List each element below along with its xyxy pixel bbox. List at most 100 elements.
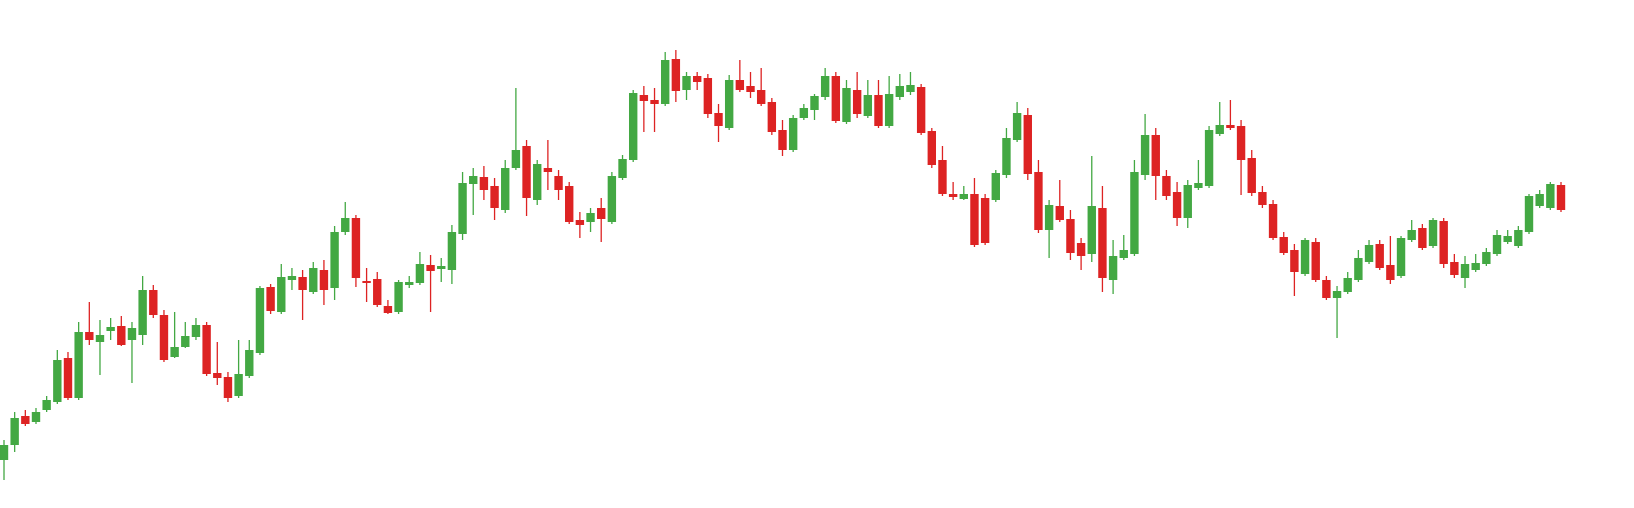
candle-body bbox=[842, 88, 851, 122]
candle-body bbox=[117, 326, 126, 345]
candle-body bbox=[735, 80, 745, 90]
candle-body bbox=[874, 95, 883, 126]
candle-body bbox=[533, 164, 542, 200]
candle-body bbox=[1172, 192, 1182, 218]
candle-body bbox=[948, 194, 958, 197]
candle-body bbox=[1439, 221, 1448, 264]
candle-body bbox=[1162, 176, 1171, 196]
candle-body bbox=[916, 87, 926, 133]
candle-body bbox=[447, 232, 457, 270]
candle-body bbox=[319, 270, 329, 290]
candle-body bbox=[1535, 194, 1544, 206]
candle-body bbox=[1055, 206, 1064, 220]
candle-body bbox=[1130, 172, 1139, 254]
candle-body bbox=[1012, 113, 1022, 140]
candle-body bbox=[309, 268, 318, 292]
candle-body bbox=[991, 173, 1000, 200]
candle-body bbox=[31, 412, 41, 422]
candle-body bbox=[938, 160, 947, 194]
candle-body bbox=[95, 335, 105, 342]
candle-body bbox=[660, 60, 670, 104]
candle-body bbox=[21, 416, 30, 424]
candle-body bbox=[1140, 135, 1150, 175]
candle-body bbox=[1514, 230, 1523, 246]
candle-body bbox=[884, 94, 894, 126]
candle-body bbox=[63, 358, 73, 398]
candle-body bbox=[682, 76, 691, 90]
candle-body bbox=[1034, 172, 1043, 230]
candle-body bbox=[863, 95, 873, 116]
candle-body bbox=[405, 282, 414, 285]
candle-body bbox=[565, 186, 574, 222]
candle-body bbox=[1066, 219, 1075, 253]
candle-body bbox=[1247, 158, 1256, 193]
candle-body bbox=[437, 266, 446, 269]
candle-body bbox=[511, 150, 521, 168]
candle-body bbox=[10, 418, 19, 445]
candle-body bbox=[1492, 235, 1502, 254]
candle-body bbox=[1236, 126, 1246, 160]
candle-body bbox=[767, 102, 777, 132]
candle-body bbox=[1503, 236, 1512, 242]
candle-body bbox=[788, 118, 798, 150]
candle-body bbox=[191, 325, 201, 337]
candle-body bbox=[1258, 192, 1267, 205]
candle-body bbox=[597, 208, 606, 219]
candle-body bbox=[831, 76, 841, 121]
candle-body bbox=[1418, 228, 1427, 248]
candle-body bbox=[1546, 184, 1555, 208]
candle-body bbox=[1332, 291, 1342, 298]
candle-body bbox=[980, 198, 990, 243]
candle-body bbox=[1311, 242, 1320, 280]
candle-body bbox=[959, 194, 968, 199]
candle-body bbox=[1524, 196, 1534, 232]
candle-body bbox=[138, 290, 147, 335]
candle-body bbox=[106, 327, 115, 331]
candle-body bbox=[0, 445, 9, 460]
candle-body bbox=[1108, 256, 1118, 280]
candle-body bbox=[149, 290, 158, 315]
candle-body bbox=[724, 80, 734, 128]
candle-body bbox=[255, 288, 265, 353]
candle-body bbox=[42, 400, 51, 410]
candle-body bbox=[927, 131, 937, 165]
candle-body bbox=[266, 287, 275, 311]
candle-body bbox=[501, 168, 510, 210]
candle-body bbox=[362, 281, 371, 283]
candle-body bbox=[1268, 204, 1278, 238]
candle-body bbox=[330, 232, 339, 288]
candle-body bbox=[1460, 264, 1470, 278]
candle-body bbox=[458, 183, 467, 234]
candle-body bbox=[1354, 258, 1363, 280]
candle-body bbox=[1322, 280, 1331, 298]
candle-body bbox=[469, 176, 478, 184]
candle-body bbox=[1364, 245, 1374, 262]
candle-body bbox=[970, 194, 979, 245]
candle-body bbox=[159, 315, 169, 360]
candle-body bbox=[277, 277, 286, 312]
candle-body bbox=[1151, 135, 1160, 176]
candle-body bbox=[820, 76, 830, 97]
candle-body bbox=[479, 177, 489, 190]
candle-body bbox=[373, 279, 382, 305]
candle-body bbox=[1226, 125, 1235, 128]
candle-body bbox=[1002, 138, 1011, 175]
candle-body bbox=[1396, 238, 1406, 276]
candle-body bbox=[1343, 278, 1352, 292]
candle-body bbox=[202, 325, 211, 374]
candle-body bbox=[714, 113, 723, 126]
candle-body bbox=[1279, 237, 1288, 253]
candle-body bbox=[85, 332, 94, 340]
candle-body bbox=[1556, 185, 1566, 210]
candle-body bbox=[351, 218, 361, 278]
candle-body bbox=[703, 78, 713, 114]
candle-body bbox=[53, 360, 62, 402]
candle-body bbox=[1428, 220, 1438, 246]
candle-body bbox=[298, 277, 307, 290]
candle-body bbox=[234, 374, 243, 396]
candle-body bbox=[1183, 185, 1192, 218]
candle-body bbox=[1407, 230, 1416, 240]
candle-body bbox=[223, 377, 233, 398]
candle-body bbox=[906, 85, 915, 92]
